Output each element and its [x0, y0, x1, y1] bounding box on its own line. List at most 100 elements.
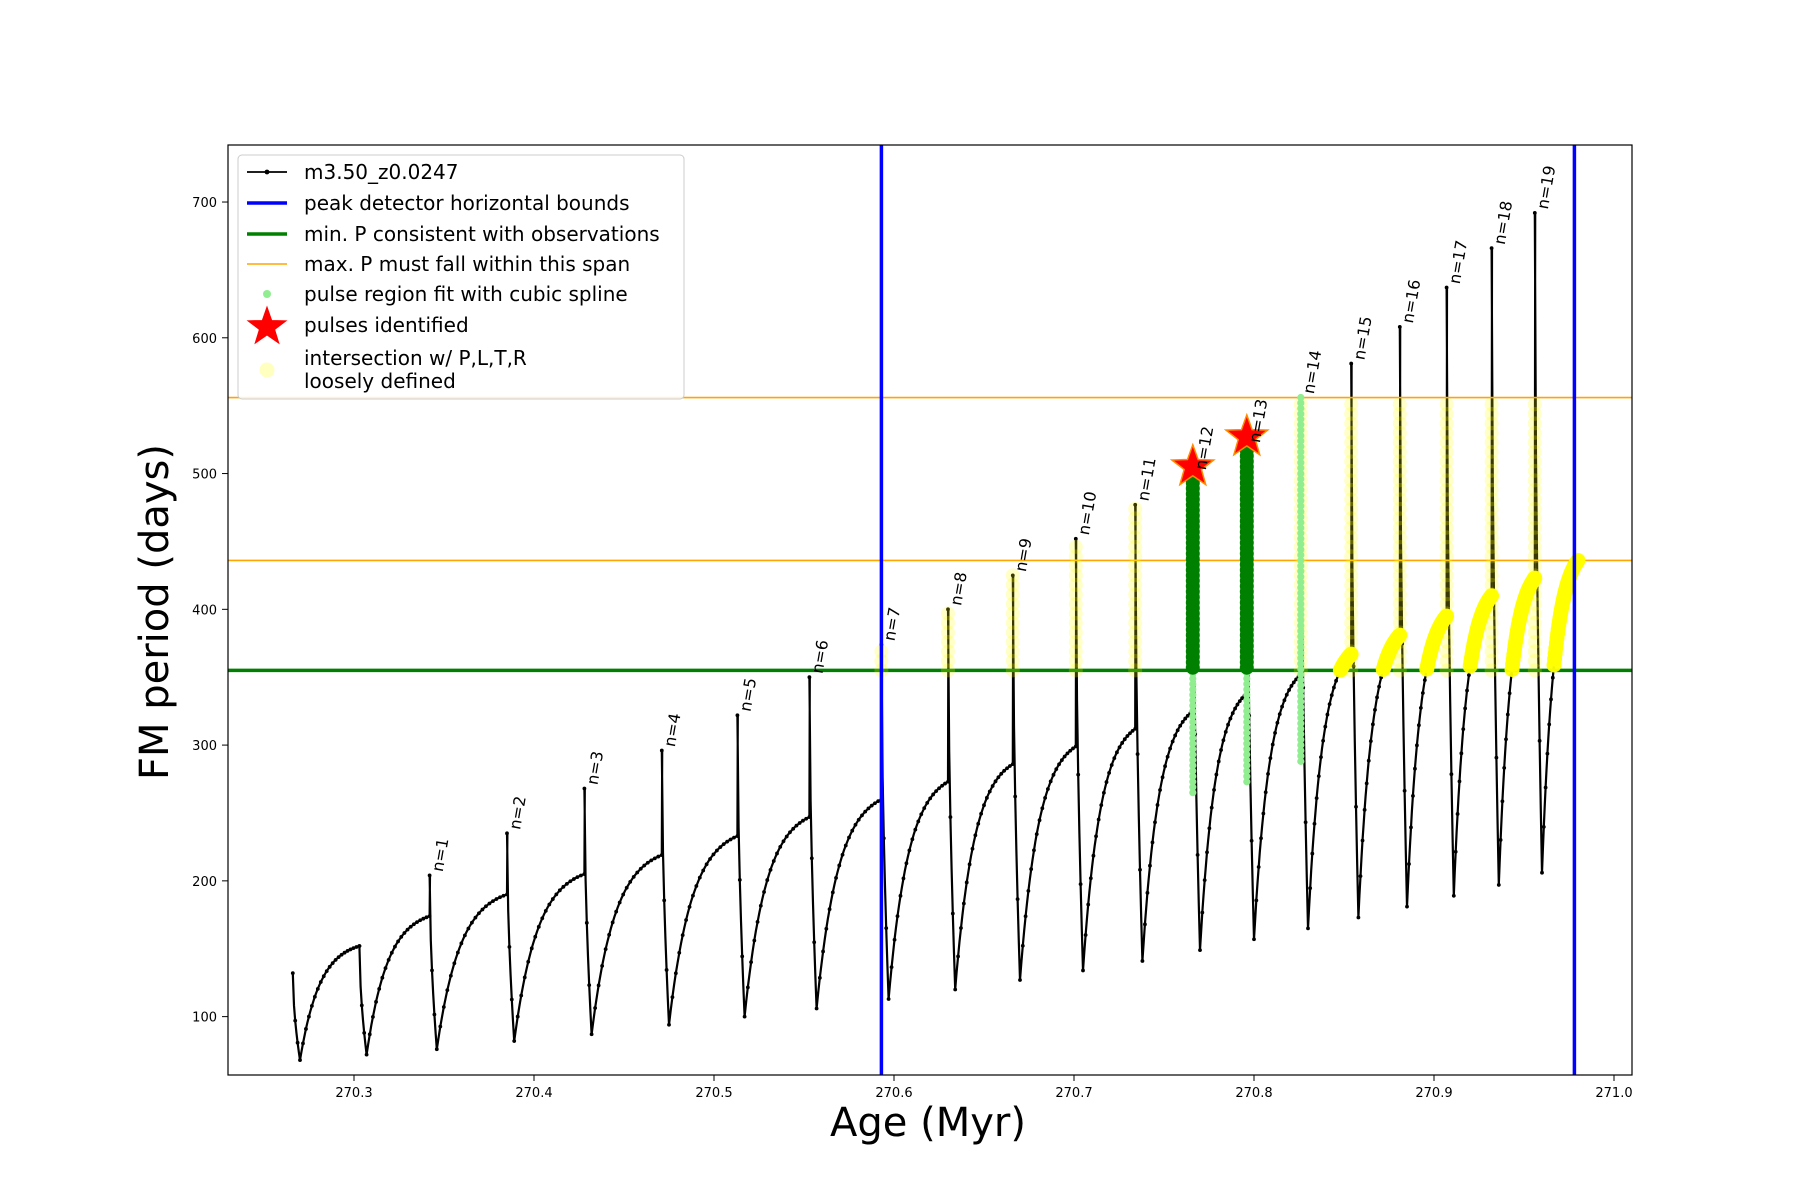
track-point — [1457, 779, 1462, 784]
track-point — [735, 713, 740, 718]
spline-point — [1297, 654, 1305, 662]
spline-point — [1243, 761, 1251, 770]
track-point — [807, 675, 812, 680]
track-point — [473, 915, 478, 920]
track-point — [1422, 678, 1427, 683]
track-point — [937, 786, 941, 791]
spline-point — [1297, 497, 1305, 505]
loose-marker — [941, 615, 955, 630]
plot-frame — [227, 144, 1633, 1076]
track-point — [922, 806, 927, 811]
track-point — [1237, 699, 1242, 704]
track-point — [427, 914, 432, 919]
loose-marker — [1344, 406, 1359, 421]
x-tick-label: 270.6 — [875, 1086, 912, 1101]
loose-marker — [1439, 454, 1454, 469]
loose-marker — [1344, 444, 1359, 459]
track-point — [886, 997, 891, 1001]
track-point — [1266, 771, 1270, 776]
track-point — [1261, 811, 1266, 816]
spline-point — [1243, 707, 1251, 715]
track-point — [758, 903, 763, 908]
loose-marker — [1128, 577, 1143, 592]
track-point — [1010, 573, 1015, 578]
track-point — [359, 1003, 364, 1008]
loose-marker — [1484, 568, 1499, 583]
track-point — [1088, 876, 1093, 881]
spline-point — [1297, 611, 1305, 619]
spline-point — [1189, 712, 1197, 721]
track-point — [742, 1014, 747, 1019]
track-point — [697, 875, 702, 880]
spline-point — [1243, 778, 1251, 786]
track-point — [694, 884, 699, 888]
track-point — [987, 789, 992, 794]
track-point — [1329, 693, 1334, 698]
spline-point — [1189, 691, 1197, 699]
loose-marker — [1128, 663, 1143, 678]
track-point — [1133, 502, 1138, 507]
spline-point — [1297, 703, 1305, 711]
spline-point — [1243, 745, 1251, 753]
loose-marker — [1527, 511, 1542, 526]
loose-arc-marker — [1527, 570, 1543, 586]
spline-point — [1297, 714, 1305, 722]
track-point — [587, 983, 592, 988]
track-point — [642, 863, 647, 868]
track-point — [1356, 915, 1361, 920]
track-point — [318, 980, 323, 984]
track-point — [1282, 698, 1287, 703]
spline-point — [1243, 729, 1251, 737]
track-point — [1252, 937, 1256, 942]
loose-marker — [1439, 463, 1454, 478]
loose-marker — [1344, 435, 1359, 450]
track-point — [1054, 767, 1059, 772]
track-point — [1094, 834, 1098, 839]
track-point — [1221, 738, 1226, 743]
spline-point — [1243, 691, 1251, 699]
track-point — [1537, 738, 1542, 743]
loose-marker — [1439, 520, 1454, 535]
x-tick-label: 270.8 — [1235, 1086, 1272, 1101]
track-point — [1178, 723, 1183, 728]
loose-marker — [1527, 406, 1542, 421]
track-point — [1068, 748, 1073, 753]
track-point — [680, 933, 685, 938]
track-point — [656, 854, 661, 859]
loose-marker — [1344, 492, 1359, 507]
track-point — [364, 1052, 369, 1057]
track-point — [910, 837, 915, 842]
spline-point — [1297, 627, 1305, 635]
track-point — [1494, 755, 1499, 760]
spline-point — [1297, 464, 1305, 472]
track-point — [389, 950, 394, 955]
spline-point — [1297, 442, 1305, 451]
loose-marker — [1392, 463, 1407, 478]
track-point — [459, 941, 464, 946]
track-point — [1099, 803, 1104, 808]
spline-point — [1297, 540, 1305, 548]
track-point — [1370, 722, 1375, 727]
track-point — [536, 924, 541, 929]
spline-point — [1243, 674, 1251, 683]
track-point — [432, 1012, 437, 1017]
track-point — [931, 792, 936, 797]
spline-point — [1189, 723, 1197, 732]
legend-label: pulses identified — [304, 313, 469, 337]
loose-marker — [1392, 577, 1407, 592]
loose-marker — [1128, 520, 1143, 535]
track-point — [470, 920, 474, 925]
track-point — [434, 1047, 439, 1052]
track-point — [1496, 883, 1501, 887]
track-point — [721, 842, 726, 847]
track-point — [1010, 762, 1015, 766]
track-point — [1104, 780, 1109, 784]
track-point — [367, 1032, 372, 1037]
loose-marker — [1484, 425, 1499, 440]
loose-marker — [1344, 463, 1359, 478]
spline-point — [1297, 692, 1305, 700]
loose-marker — [1392, 454, 1407, 469]
track-point — [509, 997, 514, 1002]
x-tick-label: 270.5 — [695, 1086, 732, 1101]
